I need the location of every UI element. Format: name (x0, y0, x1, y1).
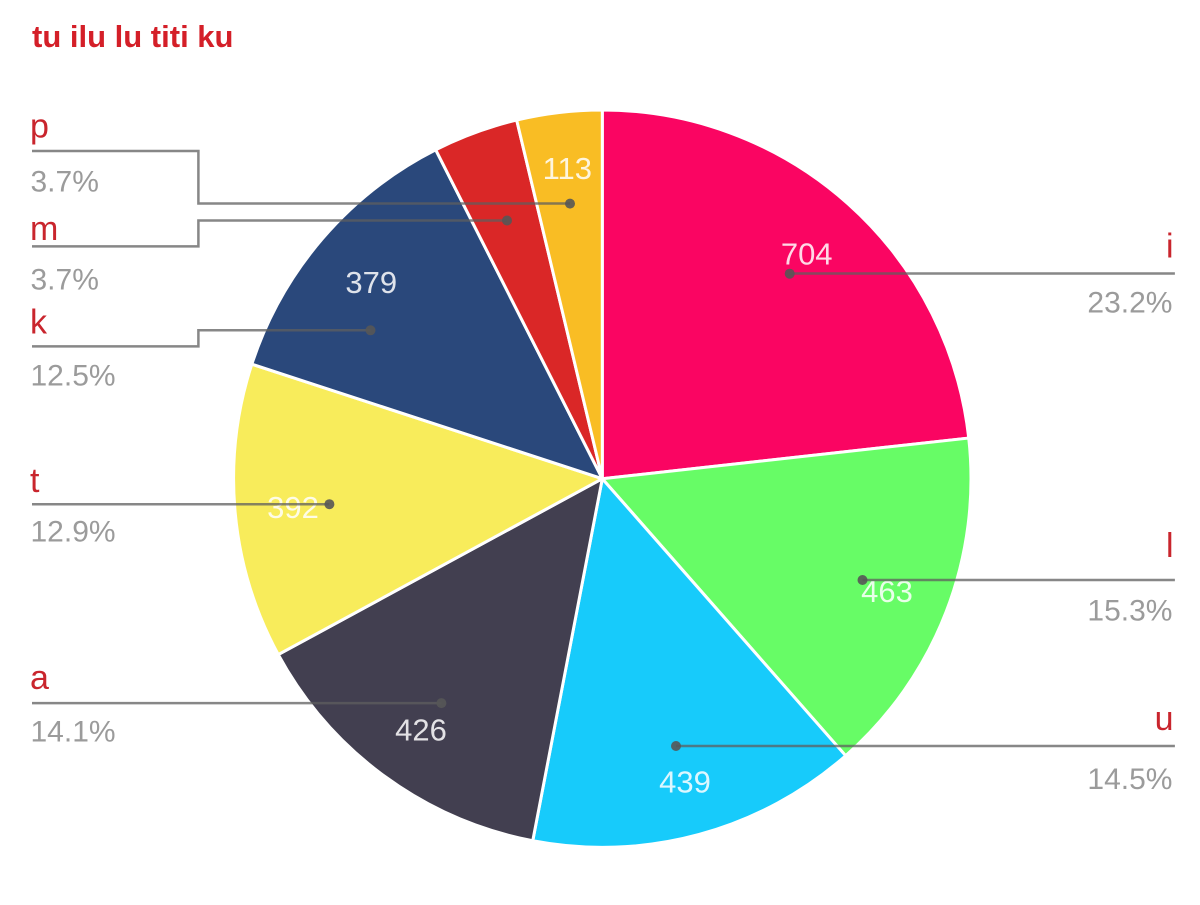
svg-text:l: l (1166, 527, 1174, 565)
svg-text:m: m (30, 210, 58, 248)
svg-text:704: 704 (781, 237, 833, 272)
svg-text:a: a (30, 659, 49, 697)
svg-text:u: u (1155, 700, 1174, 738)
svg-text:p: p (30, 108, 49, 146)
svg-text:439: 439 (659, 765, 711, 800)
svg-text:113: 113 (543, 151, 592, 186)
svg-text:12.9%: 12.9% (31, 516, 116, 549)
svg-text:3.7%: 3.7% (31, 166, 99, 199)
svg-text:14.5%: 14.5% (1087, 763, 1172, 796)
svg-text:tu ilu lu titi ku: tu ilu lu titi ku (32, 19, 233, 54)
svg-text:392: 392 (267, 490, 319, 525)
svg-text:14.1%: 14.1% (31, 716, 116, 749)
svg-text:379: 379 (345, 265, 397, 300)
svg-text:23.2%: 23.2% (1087, 287, 1172, 320)
svg-text:k: k (30, 304, 48, 342)
svg-text:t: t (30, 462, 40, 500)
svg-text:i: i (1166, 228, 1174, 266)
svg-text:12.5%: 12.5% (31, 360, 116, 393)
svg-text:3.7%: 3.7% (31, 264, 99, 297)
svg-text:15.3%: 15.3% (1087, 595, 1172, 628)
svg-text:426: 426 (395, 712, 447, 747)
